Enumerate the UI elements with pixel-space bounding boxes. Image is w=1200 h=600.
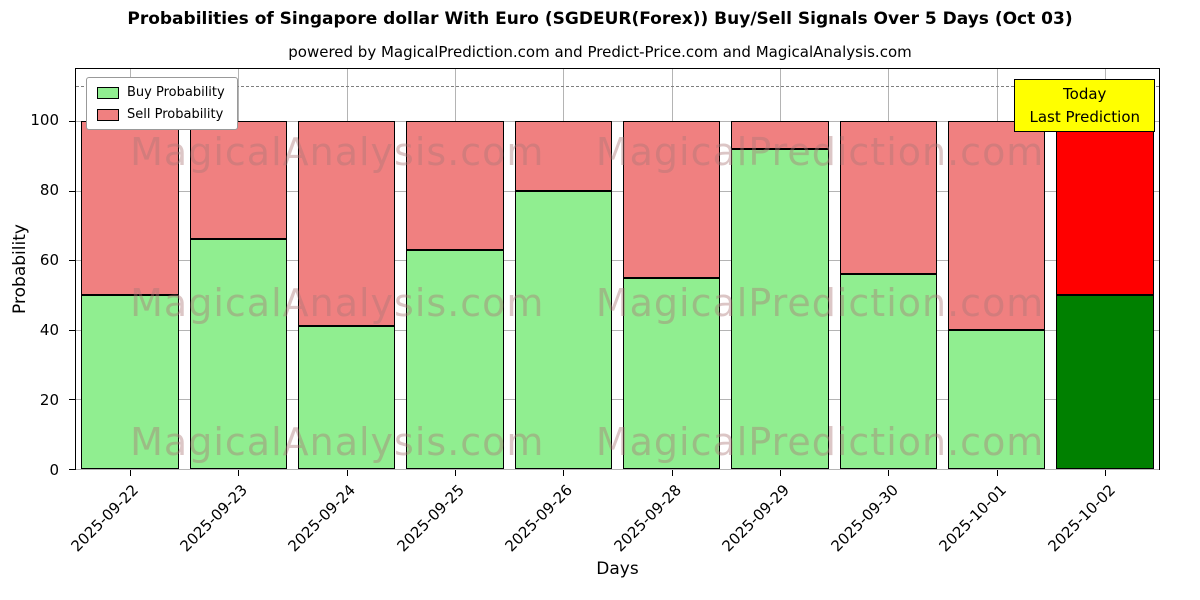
y-tick-label: 60 xyxy=(39,251,59,270)
threshold-dashed-line xyxy=(76,86,1159,88)
horizontal-gridline xyxy=(76,121,1159,123)
bar-group xyxy=(726,69,834,469)
buy-bar-segment xyxy=(189,239,288,469)
sell-bar-segment xyxy=(81,121,179,296)
plot-area: Buy Probability Sell Probability Today L… xyxy=(69,68,1160,476)
y-tick-mark xyxy=(69,469,75,470)
x-tick-mark xyxy=(563,470,565,476)
sell-bar-segment xyxy=(947,121,1046,330)
y-axis-tick-labels: 0 20 40 60 80 100 xyxy=(0,68,68,479)
bar-group xyxy=(618,69,726,469)
buy-bar-segment xyxy=(1056,295,1154,469)
x-tick-mark xyxy=(346,470,348,476)
bar-group xyxy=(1051,69,1159,469)
legend-label-sell: Sell Probability xyxy=(127,107,224,122)
buy-bar-segment xyxy=(947,329,1046,469)
x-tick-mark xyxy=(1104,470,1106,476)
x-tick-label: 2025-09-30 xyxy=(827,481,902,556)
today-annotation-line2: Last Prediction xyxy=(1029,107,1140,126)
y-tick-mark xyxy=(69,399,75,401)
y-tick-mark xyxy=(69,121,75,123)
sell-bar-segment xyxy=(406,121,504,250)
y-tick-label: 100 xyxy=(30,111,59,130)
today-annotation-line1: Today xyxy=(1063,85,1107,103)
chart-title: Probabilities of Singapore dollar With E… xyxy=(127,9,1073,29)
x-tick-mark xyxy=(130,470,132,476)
y-tick-label: 80 xyxy=(39,181,59,200)
x-tick-label: 2025-09-23 xyxy=(176,481,251,556)
x-tick-label: 2025-10-01 xyxy=(935,481,1010,556)
bar-group xyxy=(942,69,1050,469)
x-tick-label: 2025-09-26 xyxy=(501,481,576,556)
x-tick-label: 2025-09-25 xyxy=(393,481,468,556)
sell-bar-segment xyxy=(839,121,937,275)
horizontal-gridline xyxy=(76,399,1159,401)
sell-bar-segment xyxy=(622,121,721,278)
x-tick-label: 2025-09-22 xyxy=(67,481,142,556)
x-tick-mark xyxy=(996,470,998,476)
legend: Buy Probability Sell Probability xyxy=(86,77,238,130)
buy-color-swatch xyxy=(97,86,119,99)
buy-bar-segment xyxy=(839,274,937,469)
bar-group xyxy=(834,69,942,469)
buy-bar-segment xyxy=(514,190,613,469)
buy-bar-segment xyxy=(622,277,721,469)
x-tick-mark xyxy=(455,470,457,476)
x-tick-mark xyxy=(238,470,240,476)
x-axis-tick-labels: 2025-09-22 2025-09-23 2025-09-24 2025-09-25… xyxy=(68,477,1160,567)
legend-label-buy: Buy Probability xyxy=(127,85,225,100)
bar-group xyxy=(184,69,292,469)
horizontal-gridline xyxy=(76,469,1159,470)
x-tick-label: 2025-09-24 xyxy=(284,481,359,556)
today-annotation: Today Last Prediction xyxy=(1014,79,1155,132)
horizontal-gridline xyxy=(76,329,1159,331)
horizontal-gridline xyxy=(76,190,1159,192)
y-tick-label: 0 xyxy=(49,461,59,479)
y-tick-label: 20 xyxy=(39,391,59,410)
chart-subtitle: powered by MagicalPrediction.com and Pre… xyxy=(288,43,912,61)
y-tick-mark xyxy=(69,190,75,192)
x-tick-mark xyxy=(779,470,781,476)
y-tick-label: 40 xyxy=(39,321,59,340)
legend-item-buy: Buy Probability xyxy=(97,85,225,100)
legend-item-sell: Sell Probability xyxy=(97,107,225,122)
buy-bar-segment xyxy=(81,295,179,469)
buy-bar-segment xyxy=(298,326,396,469)
sell-color-swatch xyxy=(97,108,119,121)
x-axis-label: Days xyxy=(596,559,639,579)
buy-bar-segment xyxy=(731,149,829,469)
x-tick-mark xyxy=(888,470,890,476)
horizontal-gridline xyxy=(76,260,1159,262)
bar-group xyxy=(293,69,401,469)
y-tick-mark xyxy=(69,329,75,331)
bar-group xyxy=(76,69,184,469)
y-tick-mark xyxy=(69,260,75,262)
bar-group xyxy=(509,69,617,469)
buy-bar-segment xyxy=(406,249,504,469)
x-tick-mark xyxy=(671,470,673,476)
sell-bar-segment xyxy=(1056,121,1154,296)
sell-bar-segment xyxy=(189,121,288,240)
x-tick-label: 2025-09-29 xyxy=(718,481,793,556)
x-tick-label: 2025-10-02 xyxy=(1044,481,1119,556)
bar-group xyxy=(401,69,509,469)
sell-bar-segment xyxy=(731,121,829,149)
x-tick-label: 2025-09-28 xyxy=(610,481,685,556)
sell-bar-segment xyxy=(514,121,613,191)
sell-bar-segment xyxy=(298,121,396,327)
